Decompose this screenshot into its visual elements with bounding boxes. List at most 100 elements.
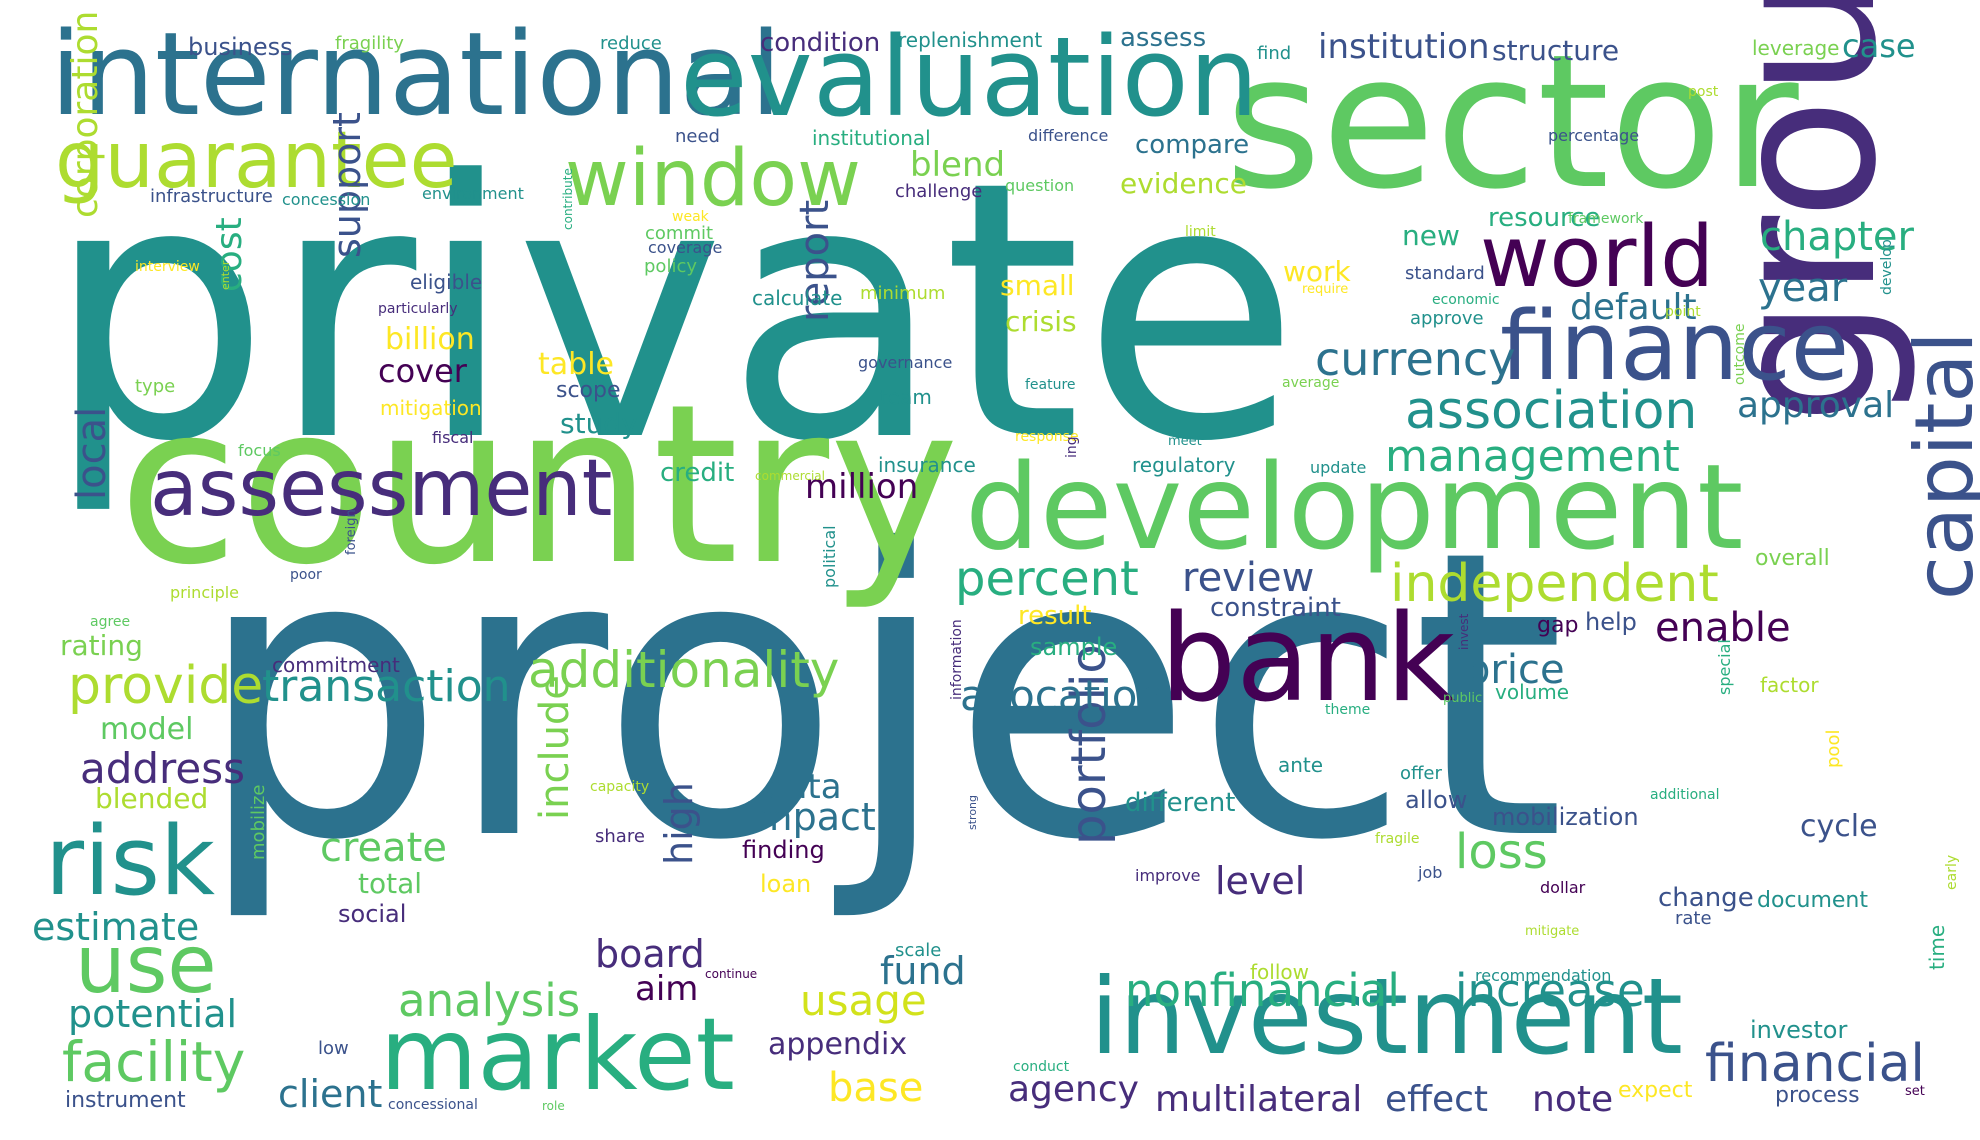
word-increase: increase [1455,964,1645,1017]
word-find: find [1257,43,1292,64]
word-result: result [1018,601,1092,631]
word-standard: standard [1405,263,1485,284]
word-guarantee: guarantee [55,116,458,206]
word-commit: commit [645,223,714,244]
word-appendix: appendix [768,1027,908,1062]
word-assessment: assessment [150,444,613,534]
word-contribute: contribute [561,168,575,230]
word-political: political [820,525,839,588]
word-dollar: dollar [1540,878,1586,897]
word-continue: continue [705,967,758,981]
word-job: job [1418,863,1443,882]
word-private: private [45,105,1301,519]
word-governance: governance [858,353,953,372]
word-post: post [1688,84,1719,100]
word-response: response [1015,429,1079,445]
word-management: management [1385,431,1680,482]
word-limit: limit [1185,224,1216,240]
word-meet: meet [1168,434,1202,449]
word-replenishment: replenishment [898,28,1043,52]
word-support: support [325,112,369,258]
word-foreign: foreign [344,509,359,555]
word-public: public [1443,691,1483,706]
word-mitigation: mitigation [380,396,482,420]
word-framework: framework [1568,211,1644,227]
word-price: price [1465,647,1565,693]
word-institution: institution [1318,27,1490,67]
word-mobilize: mobilize [248,784,269,861]
word-corporation: corporation [65,10,106,218]
word-leverage: leverage [1752,36,1840,60]
word-eligible: eligible [410,270,483,294]
word-total: total [358,867,423,900]
word-process: process [1775,1083,1860,1108]
word-special: special [1715,639,1734,695]
word-help: help [1585,608,1637,636]
word-bank: bank [1160,590,1456,729]
word-small: small [1000,269,1075,302]
word-provide: provide [68,656,264,716]
word-invest: invest [1457,613,1471,650]
word-social: social [338,900,407,928]
word-principle: principle [170,583,240,602]
word-time: time [1925,924,1949,970]
word-scope: scope [556,378,621,403]
word-level: level [1215,859,1306,903]
word-information: information [949,619,965,700]
word-pool: pool [1823,729,1844,768]
word-agree: agree [90,614,131,630]
word-sector: sector [1225,14,1799,230]
word-share: share [595,826,645,847]
word-structure: structure [1492,34,1620,67]
word-challenge: challenge [895,181,983,202]
word-different: different [1125,788,1236,818]
word-rating: rating [60,629,143,662]
word-low: low [318,1038,349,1059]
word-document: document [1757,888,1868,913]
word-focus: focus [238,441,281,460]
word-concessionality: concessionality [1966,0,1980,110]
word-concession: concession [282,190,371,209]
word-assess: assess [1120,23,1207,53]
word-include: include [532,675,578,820]
word-work: work [1283,255,1351,288]
word-investor: investor [1750,1016,1848,1044]
word-approve: approve [1410,308,1484,329]
word-fiscal: fiscal [432,428,474,447]
word-international: international [50,8,783,142]
word-question: question [1005,176,1075,195]
word-multilateral: multilateral [1155,1079,1363,1120]
word-allocation: allocation [960,671,1165,720]
word-development: development [965,438,1744,576]
word-aim: aim [635,969,699,1009]
word-country: country [118,357,960,613]
word-improve: improve [1135,866,1201,885]
word-table: table [538,347,614,382]
word-calculate: calculate [752,286,843,310]
word-policy: policy [644,256,697,277]
word-data: data [765,767,842,807]
word-theme: theme [1325,702,1371,718]
word-need: need [675,126,720,147]
word-infrastructure: infrastructure [150,186,273,207]
word-default: default [1570,287,1697,328]
word-estimate: estimate [32,905,200,949]
word-change: change [1658,883,1754,913]
word-market: market [380,996,735,1113]
word-model: model [100,712,194,747]
word-coverage: coverage [648,238,723,257]
word-rate: rate [1675,908,1712,929]
word-capital: capital [1898,331,1980,600]
word-allow: allow [1405,786,1468,814]
word-mitigate: mitigate [1525,924,1580,939]
word-offer: offer [1400,763,1442,784]
word-evidence: evidence [1120,167,1247,200]
word-additional: additional [1650,787,1720,803]
word-business: business [188,33,293,61]
word-insurance: insurance [878,453,976,477]
word-capacity: capacity [590,779,650,795]
word-recommendation: recommendation [1475,966,1612,985]
word-expect: expect [1618,1078,1693,1103]
word-enter: enter [219,260,232,290]
word-financial: financial [1705,1034,1925,1094]
